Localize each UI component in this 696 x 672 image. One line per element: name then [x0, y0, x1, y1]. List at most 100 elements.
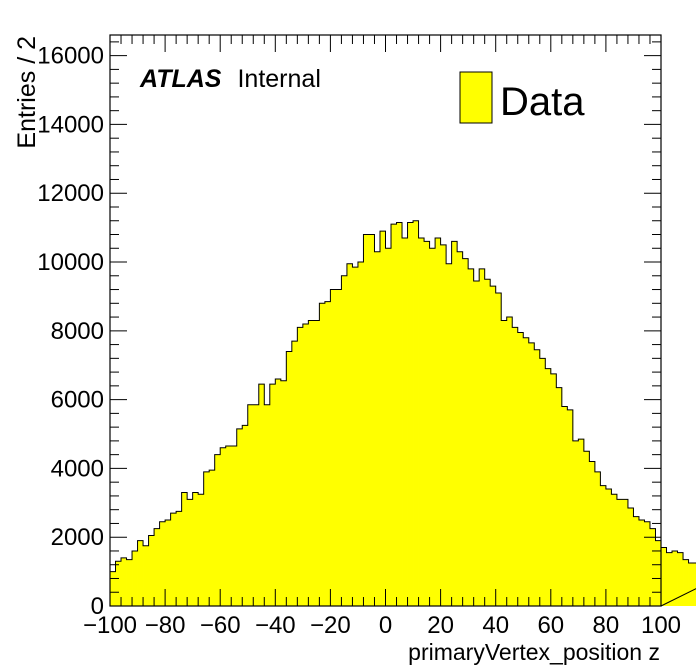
histogram-bar — [115, 561, 122, 606]
histogram-bar — [611, 494, 618, 606]
histogram-bar — [655, 540, 662, 606]
histogram-bar — [666, 552, 673, 606]
y-tick-labels: 0 2000 4000 6000 8000 10000 12000 14000 16000 — [37, 43, 104, 620]
histogram-bar — [198, 494, 205, 606]
histogram-bar — [308, 320, 315, 606]
histogram-bar — [435, 237, 441, 606]
histogram-bar — [192, 492, 199, 606]
histogram-bar — [512, 327, 519, 606]
histogram-bar — [121, 557, 127, 606]
histogram-bar — [495, 292, 502, 606]
histogram-bar — [269, 384, 276, 606]
histogram-bar — [363, 234, 370, 606]
histogram-bar — [683, 559, 689, 606]
histogram-bar — [181, 492, 188, 606]
histogram-bar — [165, 520, 172, 606]
histogram-bar — [594, 471, 601, 606]
y-tick-label: 12000 — [37, 180, 104, 207]
histogram-bar — [479, 268, 486, 606]
histogram-bar — [600, 485, 607, 606]
histogram-bar — [672, 550, 678, 606]
histogram-bar — [396, 222, 403, 607]
x-tick-label: 20 — [427, 612, 454, 639]
y-tick-label: 2000 — [51, 524, 104, 551]
histogram-bar — [424, 241, 430, 606]
y-tick-label: 10000 — [37, 249, 104, 276]
histogram-bar — [556, 387, 563, 606]
histogram-bar — [506, 317, 513, 606]
histogram-bar — [418, 237, 425, 606]
histogram-bar — [534, 349, 541, 606]
histogram-bar — [110, 571, 116, 606]
histogram-bar — [154, 528, 160, 606]
histogram-bar — [297, 327, 304, 606]
histogram-bar — [517, 332, 524, 606]
histogram-bar — [159, 521, 166, 606]
histogram-bar — [374, 251, 381, 606]
y-axis-label: Entries / 2 — [13, 36, 41, 149]
histogram-bar — [324, 301, 331, 606]
histogram-bar — [523, 337, 530, 606]
histogram-bar — [501, 320, 508, 606]
histogram-bar — [605, 489, 612, 606]
histogram-bar — [402, 237, 408, 606]
x-tick-label: 60 — [537, 612, 564, 639]
histogram-bar — [616, 499, 623, 606]
x-axis-label: primaryVertex_position z — [408, 639, 660, 665]
histogram-bar — [335, 289, 342, 606]
x-tick-label: 100 — [641, 612, 681, 639]
y-tick-label: 6000 — [51, 387, 104, 414]
histogram-bar — [203, 471, 210, 606]
histogram-bar — [561, 406, 568, 606]
histogram-bar — [242, 425, 249, 606]
histogram-bar — [253, 404, 260, 606]
histogram-bar — [644, 521, 651, 606]
x-tick-label: −20 — [310, 612, 351, 639]
histogram-bar — [545, 368, 552, 606]
histogram-bar — [572, 440, 579, 606]
histogram-bar — [440, 244, 447, 606]
x-tick-label: 40 — [482, 612, 509, 639]
y-tick-label: 8000 — [51, 318, 104, 345]
histogram-bar — [550, 373, 557, 606]
atlas-label-bold: ATLAS — [139, 65, 222, 93]
x-tick-labels: −100 −80 −60 −40 −20 0 20 40 60 80 100 — [83, 612, 681, 639]
histogram-bar — [231, 446, 238, 606]
histogram-bar — [578, 439, 585, 606]
histogram-bar — [275, 378, 282, 606]
histogram-bar — [341, 275, 348, 606]
histogram-bar — [247, 404, 254, 606]
y-tick-label: 14000 — [37, 111, 104, 138]
x-tick-label: −80 — [145, 612, 186, 639]
histogram-bar — [638, 520, 645, 606]
histogram-bar — [589, 461, 596, 606]
histogram-bar — [132, 550, 138, 606]
histogram-bar — [677, 552, 684, 606]
histogram-bar — [220, 447, 227, 606]
histogram-bar — [319, 303, 326, 606]
x-tick-label: −100 — [83, 612, 137, 639]
histogram-bar — [280, 380, 287, 606]
histogram-bar — [143, 545, 149, 606]
histogram-bar — [661, 547, 667, 606]
histogram-bar — [137, 540, 144, 606]
histogram-bar — [357, 262, 364, 606]
histogram-outline — [109, 220, 696, 607]
legend: Data — [459, 71, 585, 124]
histogram-bar — [468, 268, 475, 606]
x-tick-label: −40 — [255, 612, 296, 639]
histogram-bar — [352, 267, 359, 606]
histogram-bar — [126, 559, 133, 606]
histogram-bar — [286, 351, 293, 606]
histogram-bar — [462, 258, 469, 606]
atlas-label: ATLAS Internal — [139, 65, 321, 93]
x-tick-label: 0 — [379, 612, 392, 639]
histogram-bar — [539, 358, 546, 606]
histogram-bar — [209, 470, 216, 606]
histogram-bar — [473, 280, 480, 606]
x-tick-label: 80 — [593, 612, 620, 639]
histogram-bar — [457, 251, 464, 606]
histogram-bar — [368, 234, 375, 606]
histogram-bar — [490, 286, 497, 606]
